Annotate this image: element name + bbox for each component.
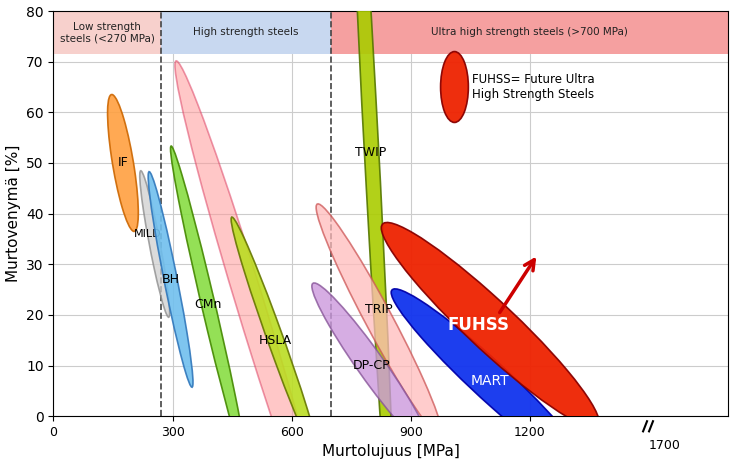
Text: IF: IF [117,156,128,169]
Bar [54,11,161,53]
Text: TWIP: TWIP [355,146,387,159]
Text: FUHSS: FUHSS [447,316,509,334]
X-axis label: Murtolujuus [MPa]: Murtolujuus [MPa] [322,445,460,459]
Text: HSLA: HSLA [259,334,292,347]
Text: FUHSS= Future Ultra
High Strength Steels: FUHSS= Future Ultra High Strength Steels [473,73,595,101]
Text: DP-CP: DP-CP [352,359,390,372]
Text: Ultra high strength steels (>700 MPa): Ultra high strength steels (>700 MPa) [432,27,628,37]
Bar [161,11,331,53]
Y-axis label: Murtovenymä [%]: Murtovenymä [%] [6,145,21,282]
Ellipse shape [231,217,321,463]
Text: High strength steels: High strength steels [193,27,299,37]
Ellipse shape [108,94,138,232]
Ellipse shape [316,204,442,436]
Ellipse shape [391,289,589,465]
Text: Low strength
steels (<270 MPa): Low strength steels (<270 MPa) [59,21,154,43]
Text: BH: BH [161,273,180,286]
Ellipse shape [440,52,468,122]
Bar [331,11,728,53]
Text: CMn: CMn [195,298,222,311]
Text: MILD: MILD [134,229,161,239]
Text: TRIP: TRIP [366,303,393,316]
Ellipse shape [170,146,246,464]
Ellipse shape [139,171,170,317]
Text: MART: MART [471,374,509,388]
Text: 1700: 1700 [649,439,681,452]
Ellipse shape [148,172,193,387]
Ellipse shape [312,283,430,448]
Ellipse shape [175,61,329,465]
Ellipse shape [348,0,394,465]
Ellipse shape [381,222,599,427]
